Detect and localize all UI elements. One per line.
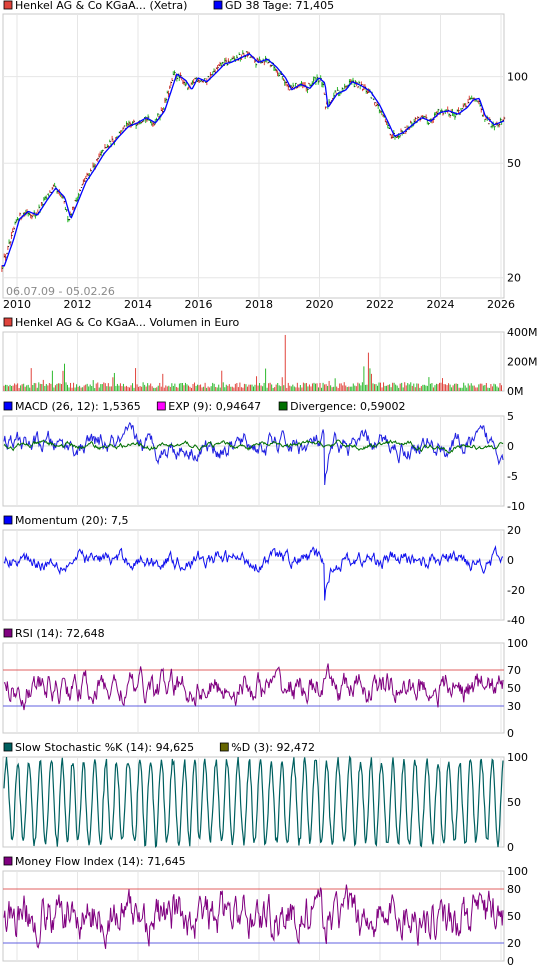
volume-legend-swatch-0 xyxy=(3,317,13,327)
momentum-tick-1: 0 xyxy=(507,554,514,567)
mfi-tick-4: 0 xyxy=(507,955,514,968)
macd-legend-swatch-0 xyxy=(3,401,13,411)
macd-legend-label-0: MACD (26, 12): 1,5365 xyxy=(15,400,141,413)
price-panel xyxy=(2,13,505,299)
x-tick-2012: 2012 xyxy=(64,298,92,311)
rsi-tick-3: 30 xyxy=(507,700,521,713)
stochastic-k-line xyxy=(3,755,504,848)
rsi-tick-0: 100 xyxy=(507,637,528,650)
stochastic-legend-swatch-1 xyxy=(219,742,229,752)
x-tick-2020: 2020 xyxy=(306,298,334,311)
momentum-tick-3: -40 xyxy=(507,614,525,627)
mfi-panel xyxy=(2,870,505,962)
x-tick-2024: 2024 xyxy=(427,298,455,311)
mfi-tick-3: 20 xyxy=(507,937,521,950)
x-tick-2016: 2016 xyxy=(185,298,213,311)
volume-tick-1: 200M xyxy=(507,356,538,369)
date-range-label: 06.07.09 - 05.02.26 xyxy=(6,285,115,298)
price-tick-2: 20 xyxy=(507,272,521,285)
x-tick-2026: 2026 xyxy=(487,298,515,311)
momentum-tick-0: 20 xyxy=(507,524,521,537)
stochastic-tick-1: 50 xyxy=(507,796,521,809)
mfi-tick-0: 100 xyxy=(507,865,528,878)
rsi-panel xyxy=(2,642,505,734)
volume-bars xyxy=(3,334,502,391)
price-legend-swatch-0 xyxy=(3,0,13,10)
rsi-tick-2: 50 xyxy=(507,682,521,695)
macd-tick-3: -10 xyxy=(507,500,525,513)
macd-legend-swatch-1 xyxy=(156,401,166,411)
price-legend-label-0: Henkel AG & Co KGaA... (Xetra) xyxy=(15,0,187,12)
momentum-tick-2: -20 xyxy=(507,584,525,597)
stochastic-legend-swatch-0 xyxy=(3,742,13,752)
x-tick-2014: 2014 xyxy=(124,298,152,311)
gd38-line xyxy=(1,53,505,267)
mfi-tick-2: 50 xyxy=(507,910,521,923)
macd-panel xyxy=(2,415,505,507)
momentum-legend-label-0: Momentum (20): 7,5 xyxy=(15,514,128,527)
macd-legend-label-1: EXP (9): 0,94647 xyxy=(168,400,261,413)
rsi-tick-1: 70 xyxy=(507,664,521,677)
price-legend-swatch-1 xyxy=(213,0,223,10)
macd-tick-1: 0 xyxy=(507,440,514,453)
macd-tick-2: -5 xyxy=(507,470,518,483)
stochastic-legend-label-0: Slow Stochastic %K (14): 94,625 xyxy=(15,741,194,754)
rsi-legend-label-0: RSI (14): 72,648 xyxy=(15,627,105,640)
momentum-line xyxy=(3,545,504,601)
volume-tick-0: 400M xyxy=(507,326,538,339)
macd-tick-0: 5 xyxy=(507,410,514,423)
rsi-line xyxy=(3,663,504,711)
x-tick-2010: 2010 xyxy=(3,298,31,311)
price-tick-1: 50 xyxy=(507,157,521,170)
price-legend-label-1: GD 38 Tage: 71,405 xyxy=(225,0,334,12)
mfi-legend-swatch-0 xyxy=(3,856,13,866)
macd-legend-label-2: Divergence: 0,59002 xyxy=(290,400,405,413)
mfi-line xyxy=(3,884,504,949)
rsi-legend-swatch-0 xyxy=(3,628,13,638)
macd-legend-swatch-2 xyxy=(278,401,288,411)
volume-tick-2: 0M xyxy=(507,385,524,398)
stochastic-tick-2: 0 xyxy=(507,841,514,854)
x-tick-2022: 2022 xyxy=(366,298,394,311)
x-tick-2018: 2018 xyxy=(245,298,273,311)
volume-legend-label-0: Henkel AG & Co KGaA... Volumen in Euro xyxy=(15,316,240,329)
price-tick-0: 100 xyxy=(507,71,528,84)
divergence-line xyxy=(3,439,504,454)
stochastic-panel xyxy=(2,756,505,848)
stochastic-tick-0: 100 xyxy=(507,751,528,764)
mfi-legend-label-0: Money Flow Index (14): 71,645 xyxy=(15,855,186,868)
stochastic-legend-label-1: %D (3): 92,472 xyxy=(231,741,315,754)
macd-line xyxy=(3,421,504,486)
momentum-panel xyxy=(2,529,505,621)
momentum-legend-swatch-0 xyxy=(3,515,13,525)
mfi-tick-1: 80 xyxy=(507,883,521,896)
rsi-tick-4: 0 xyxy=(507,727,514,740)
